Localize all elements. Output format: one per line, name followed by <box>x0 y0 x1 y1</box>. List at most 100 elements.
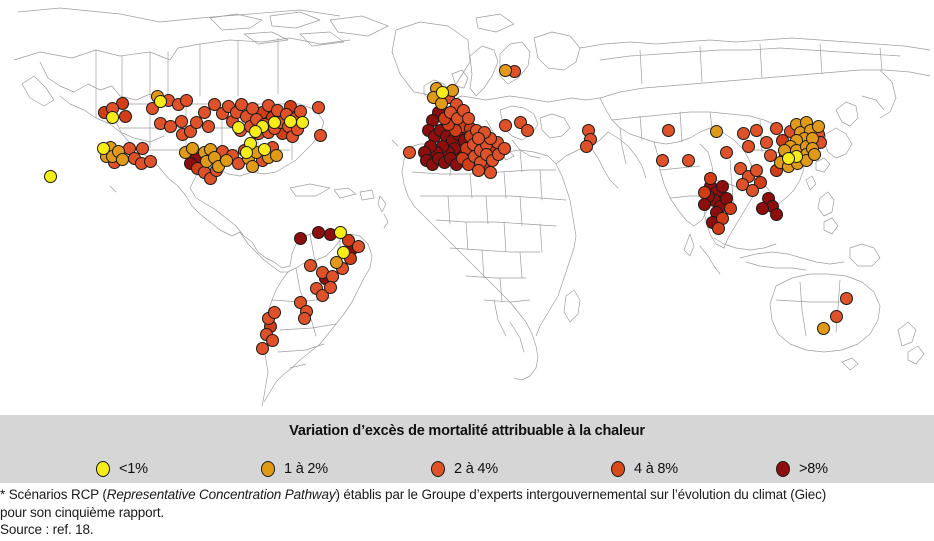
map-data-point[interactable] <box>749 163 763 177</box>
map-data-point[interactable] <box>185 141 199 155</box>
map-data-point[interactable] <box>115 152 129 166</box>
map-data-point[interactable] <box>135 141 149 155</box>
map-data-point[interactable] <box>709 124 723 138</box>
map-data-point[interactable] <box>231 120 245 134</box>
legend-item-1[interactable]: <1% <box>96 455 148 483</box>
map-data-point[interactable] <box>323 280 337 294</box>
map-data-point[interactable] <box>267 115 281 129</box>
map-data-point[interactable] <box>735 177 749 191</box>
map-data-point[interactable] <box>579 139 593 153</box>
map-data-point[interactable] <box>219 153 233 167</box>
map-data-point[interactable] <box>189 115 203 129</box>
world-map-panel <box>13 7 931 407</box>
map-data-point[interactable] <box>143 154 157 168</box>
map-data-point[interactable] <box>303 258 317 272</box>
legend-swatch-icon <box>611 461 625 477</box>
map-data-point[interactable] <box>681 153 695 167</box>
legend-item-label: 2 à 4% <box>454 461 498 477</box>
footnote-line-1: * Scénarios RCP (Representative Concentr… <box>0 486 934 504</box>
legend-item-label: <1% <box>119 461 148 477</box>
map-data-point[interactable] <box>655 153 669 167</box>
map-data-point[interactable] <box>179 93 193 107</box>
footnote-line-2: pour son cinquième rapport. <box>0 504 165 520</box>
legend-item-list: <1% 1 à 2% 2 à 4% 4 à 8% >8% <box>0 455 934 483</box>
map-data-point[interactable] <box>711 221 725 235</box>
map-data-point[interactable] <box>769 207 783 221</box>
map-data-point[interactable] <box>719 145 733 159</box>
map-data-point[interactable] <box>311 225 325 239</box>
map-data-point[interactable] <box>174 114 188 128</box>
map-data-point[interactable] <box>483 165 497 179</box>
map-data-point[interactable] <box>498 118 512 132</box>
map-data-point[interactable] <box>763 148 777 162</box>
footnote-source-line: Source : ref. 18. <box>0 522 94 537</box>
map-data-point[interactable] <box>461 111 475 125</box>
map-data-point[interactable] <box>267 305 281 319</box>
map-data-point[interactable] <box>781 151 795 165</box>
map-data-point[interactable] <box>755 201 769 215</box>
map-data-point[interactable] <box>741 139 755 153</box>
map-data-point[interactable] <box>736 126 750 140</box>
map-data-point[interactable] <box>697 197 711 211</box>
map-data-point[interactable] <box>118 109 132 123</box>
map-data-point[interactable] <box>715 179 729 193</box>
legend-swatch-icon <box>96 461 110 477</box>
map-data-point[interactable] <box>497 141 511 155</box>
map-data-point[interactable] <box>402 145 416 159</box>
map-data-point[interactable] <box>745 183 759 197</box>
map-data-point[interactable] <box>105 110 119 124</box>
map-data-point[interactable] <box>297 311 311 325</box>
map-data-point[interactable] <box>351 239 365 253</box>
map-data-point[interactable] <box>311 100 325 114</box>
map-data-point[interactable] <box>811 119 825 133</box>
map-data-point[interactable] <box>471 131 485 145</box>
map-data-point[interactable] <box>661 123 675 137</box>
map-data-point[interactable] <box>498 63 512 77</box>
map-data-point[interactable] <box>435 85 449 99</box>
map-data-point[interactable] <box>245 159 259 173</box>
map-data-point[interactable] <box>769 121 783 135</box>
map-data-point[interactable] <box>239 145 253 159</box>
map-data-point[interactable] <box>269 148 283 162</box>
legend-item-4[interactable]: 4 à 8% <box>611 455 678 483</box>
map-data-point[interactable] <box>207 97 221 111</box>
map-data-point[interactable] <box>471 163 485 177</box>
map-data-point[interactable] <box>329 255 343 269</box>
legend-item-3[interactable]: 2 à 4% <box>431 455 498 483</box>
footnote-line-1-prefix: * Scénarios RCP ( <box>0 487 107 502</box>
legend-panel: Variation d’excès de mortalité attribuab… <box>0 415 934 483</box>
map-data-point[interactable] <box>336 245 350 259</box>
footnote-block: * Scénarios RCP (Representative Concentr… <box>0 486 934 539</box>
map-data-point[interactable] <box>257 142 271 156</box>
map-data-point[interactable] <box>723 201 737 215</box>
map-data-point[interactable] <box>153 94 167 108</box>
map-data-point[interactable] <box>313 128 327 142</box>
map-data-point[interactable] <box>255 341 269 355</box>
map-data-point[interactable] <box>759 135 773 149</box>
map-data-point[interactable] <box>703 171 717 185</box>
footnote-line-1-suffix: ) établis par le Groupe d’experts interg… <box>335 487 827 502</box>
legend-item-label: 1 à 2% <box>284 461 328 477</box>
map-data-point[interactable] <box>807 147 821 161</box>
map-data-point[interactable] <box>829 309 843 323</box>
map-data-point[interactable] <box>283 114 297 128</box>
map-data-point[interactable] <box>197 105 211 119</box>
map-data-point[interactable] <box>201 119 215 133</box>
map-data-point[interactable] <box>333 225 347 239</box>
map-data-point[interactable] <box>43 169 57 183</box>
map-data-point[interactable] <box>295 115 309 129</box>
map-data-point[interactable] <box>839 291 853 305</box>
map-data-point[interactable] <box>749 123 763 137</box>
map-data-point[interactable] <box>293 231 307 245</box>
map-data-point[interactable] <box>697 185 711 199</box>
map-data-point[interactable] <box>96 141 110 155</box>
legend-item-5[interactable]: >8% <box>776 455 828 483</box>
map-data-point[interactable] <box>816 321 830 335</box>
legend-item-2[interactable]: 1 à 2% <box>261 455 328 483</box>
map-data-point[interactable] <box>265 333 279 347</box>
legend-title: Variation d’excès de mortalité attribuab… <box>289 423 645 439</box>
legend-item-label: 4 à 8% <box>634 461 678 477</box>
map-data-point[interactable] <box>248 124 262 138</box>
map-data-point[interactable] <box>520 123 534 137</box>
